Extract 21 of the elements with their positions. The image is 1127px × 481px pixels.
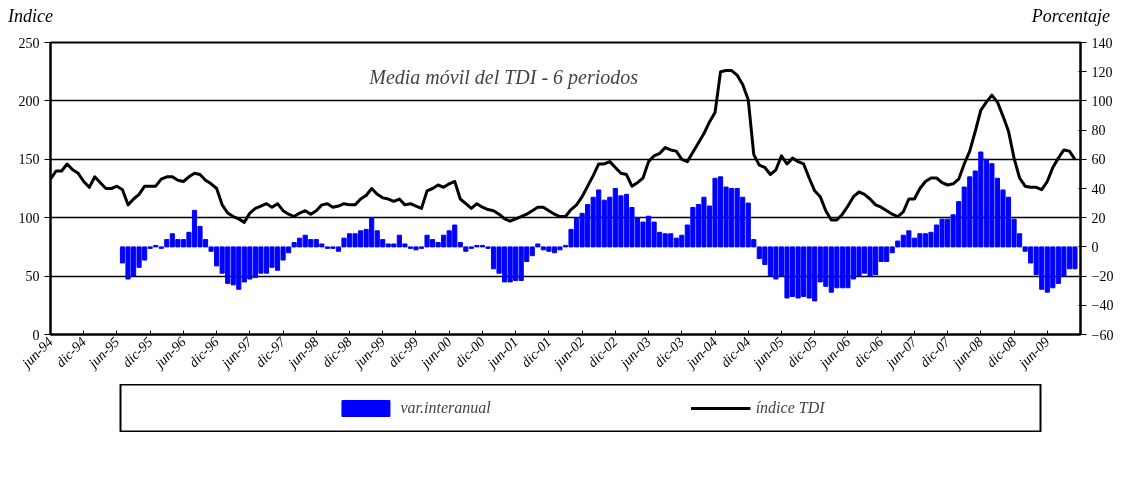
y2-tick-label: 40 bbox=[1091, 181, 1106, 197]
y2label: Porcentaje bbox=[1031, 5, 1110, 28]
y-tick-label: 200 bbox=[18, 93, 40, 109]
y2-tick-label: −60 bbox=[1091, 327, 1114, 343]
y-tick-label: 100 bbox=[18, 210, 40, 226]
y-tick-label: 250 bbox=[18, 35, 40, 51]
y2-tick-label: 120 bbox=[1091, 64, 1113, 80]
y2-tick-label: 80 bbox=[1091, 123, 1106, 139]
text: Media móvil del TDI - 6 periodos bbox=[368, 65, 639, 89]
ylabel: Indice bbox=[8, 5, 53, 28]
y2-tick-label: 20 bbox=[1091, 210, 1106, 226]
y2-tick-label: −40 bbox=[1091, 298, 1114, 314]
y2-tick-label: 60 bbox=[1091, 152, 1106, 168]
y2-tick-label: 100 bbox=[1091, 93, 1113, 109]
y-tick-label: 50 bbox=[25, 269, 40, 285]
y-tick-label: 150 bbox=[18, 152, 40, 168]
legend-label: var.interanual bbox=[400, 399, 491, 417]
y2-tick-label: 140 bbox=[1091, 35, 1113, 51]
legend-label: índice TDI bbox=[755, 399, 825, 417]
y2-tick-label: 0 bbox=[1091, 239, 1099, 255]
y2-tick-label: −20 bbox=[1091, 269, 1114, 285]
